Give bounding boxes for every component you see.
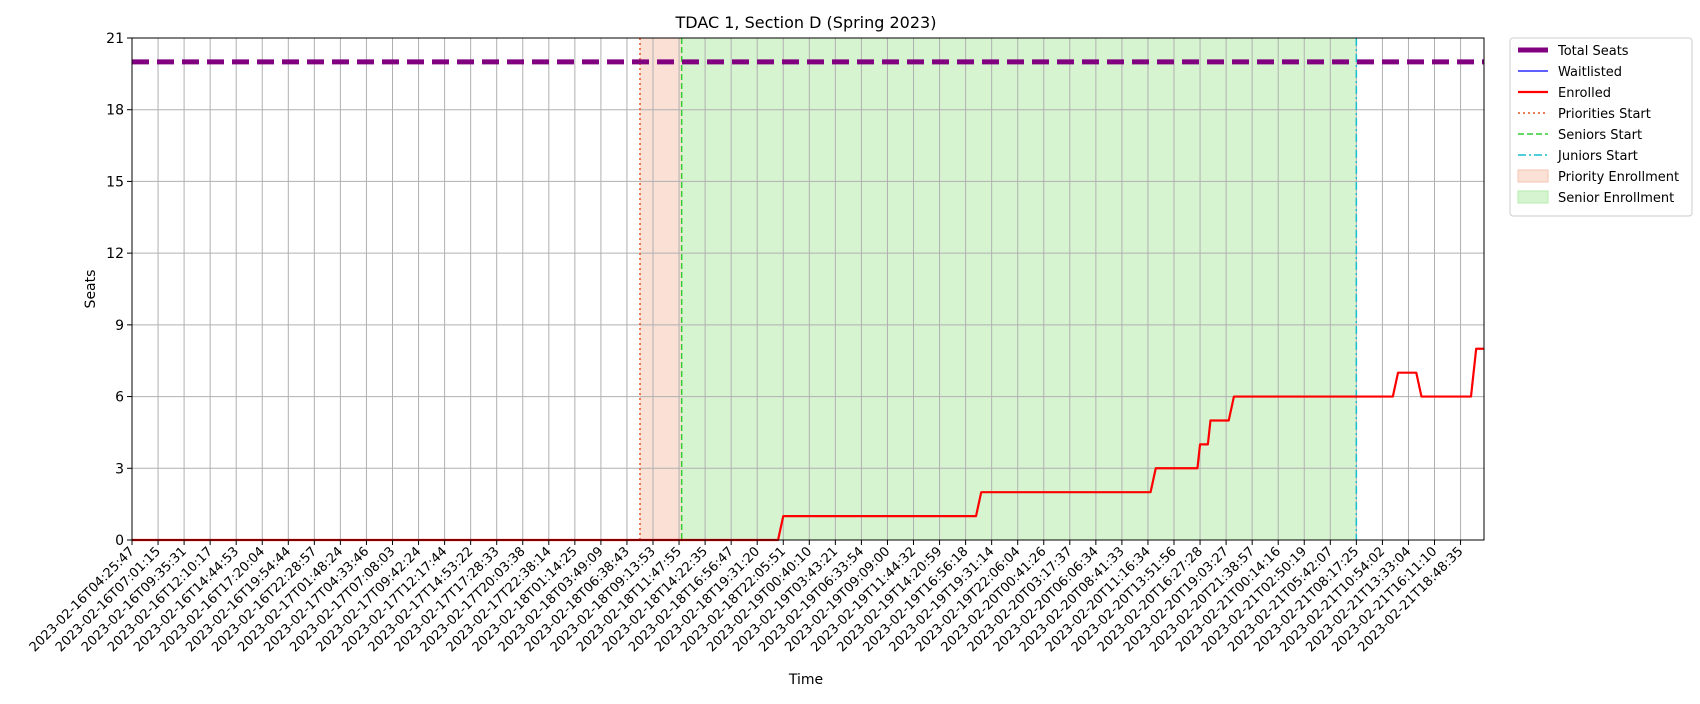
y-tick-label: 21 (106, 31, 124, 47)
x-axis-label: Time (788, 672, 823, 688)
legend-label: Total Seats (1557, 44, 1629, 59)
span-0 (639, 38, 682, 540)
y-axis-ticks: 0 3 6 9 12 15 18 21 (106, 31, 132, 549)
y-tick-label: 3 (115, 461, 124, 477)
legend-label: Priority Enrollment (1558, 170, 1679, 185)
y-tick-label: 15 (106, 174, 124, 190)
series-lines (132, 59, 1484, 542)
legend-swatch (1517, 169, 1549, 183)
grid-lines (131, 37, 1484, 541)
y-tick-label: 9 (115, 318, 124, 334)
y-tick-label: 0 (115, 533, 124, 549)
legend-label: Enrolled (1558, 86, 1611, 101)
legend-swatch (1517, 190, 1549, 204)
legend-label: Juniors Start (1557, 149, 1638, 164)
legend-box (1509, 37, 1693, 217)
span-1 (681, 38, 1357, 540)
legend: Total Seats Waitlisted Enrolled Priorities … (1509, 37, 1693, 217)
legend-label: Waitlisted (1558, 65, 1622, 80)
x-axis-ticks: 2023-02-16T04:25:472023-02-16T07:01:1520… (27, 540, 1466, 655)
legend-label: Senior Enrollment (1558, 191, 1674, 206)
shaded-spans (639, 38, 1357, 540)
y-axis-label: Seats (83, 270, 99, 309)
y-tick-label: 18 (106, 103, 124, 119)
legend-label: Seniors Start (1558, 128, 1642, 143)
plot-frame (131, 37, 1485, 541)
legend-label: Priorities Start (1558, 107, 1651, 122)
y-tick-label: 12 (106, 246, 124, 262)
chart-title: TDAC 1, Section D (Spring 2023) (675, 13, 937, 32)
series-line-2 (132, 347, 1484, 542)
phase-lines (639, 38, 1358, 540)
y-tick-label: 6 (115, 390, 124, 406)
